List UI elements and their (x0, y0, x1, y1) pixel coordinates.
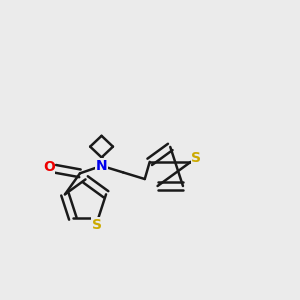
Text: N: N (96, 159, 107, 173)
Text: S: S (92, 218, 102, 232)
Text: S: S (191, 151, 201, 165)
Text: O: O (43, 160, 55, 174)
